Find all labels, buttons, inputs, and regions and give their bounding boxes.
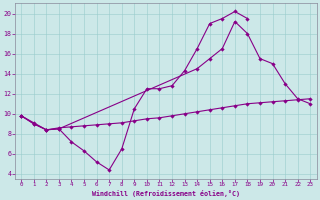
- X-axis label: Windchill (Refroidissement éolien,°C): Windchill (Refroidissement éolien,°C): [92, 190, 240, 197]
